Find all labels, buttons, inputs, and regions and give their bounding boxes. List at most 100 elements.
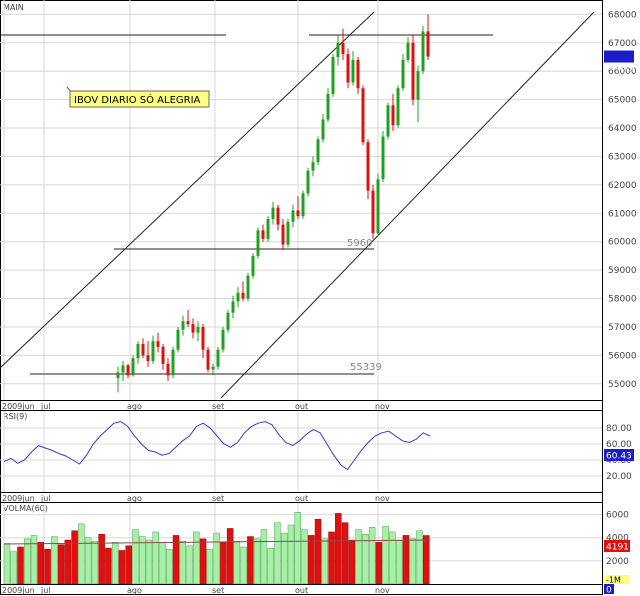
- candle-down: [281, 224, 285, 245]
- x-tick-label: 2009jun: [2, 494, 35, 503]
- volume-bar-up: [416, 530, 423, 585]
- rsi-grid: [0, 411, 602, 492]
- volume-bar-down: [98, 533, 105, 585]
- volume-bar-up: [193, 531, 200, 585]
- x-tick-label: out: [295, 494, 308, 503]
- candle-down: [201, 326, 205, 350]
- volume-tick-label: 2000: [606, 557, 629, 567]
- price-axis: 55000 56000 57000 58000 59000 60000 61000 62000…: [608, 10, 637, 389]
- price-tick-label: 62000: [608, 181, 637, 191]
- candle-up: [256, 230, 260, 256]
- volume-bar-down: [348, 539, 356, 585]
- candle-up: [286, 221, 290, 245]
- candle-up: [416, 71, 420, 100]
- price-tick-label: 58000: [608, 295, 637, 305]
- volume-bar-down: [341, 522, 349, 585]
- volume-bar-up: [382, 525, 389, 585]
- main-panel: MAIN 5960 55339 IBOV DIARIO SÓ ALEGRIA: [0, 0, 603, 401]
- volume-bar-up: [274, 522, 281, 585]
- x-tick-label: out: [295, 586, 308, 595]
- candle-down: [296, 210, 300, 217]
- candle-up: [386, 105, 390, 137]
- candle-up: [376, 179, 380, 234]
- candle-up: [246, 275, 250, 299]
- volume-bar-down: [328, 531, 335, 585]
- volume-bar-down: [44, 549, 51, 585]
- volume-bar-up: [287, 524, 295, 585]
- candle-up: [396, 88, 400, 126]
- candlesticks: [116, 14, 430, 393]
- candle-up: [271, 207, 275, 219]
- candle-up: [171, 349, 175, 376]
- volume-bar-up: [159, 542, 166, 585]
- volume-bar-down: [375, 542, 383, 585]
- level-label-lower: 55339: [350, 362, 382, 373]
- candle-up: [136, 344, 140, 359]
- volume-bar-up: [166, 549, 173, 585]
- price-tick-label: 63000: [608, 152, 637, 162]
- x-tick-label: nov: [375, 586, 390, 595]
- x-tick-label: set: [212, 402, 224, 411]
- volume-ma-value: -1M: [606, 576, 621, 585]
- candle-up: [331, 56, 335, 94]
- volume-bar-down: [199, 538, 207, 585]
- rsi-last-badge: 60.43: [604, 449, 634, 462]
- volume-bar-up: [213, 532, 220, 585]
- volume-bar-down: [226, 528, 234, 585]
- candle-up: [291, 210, 295, 222]
- candle-up: [181, 321, 185, 330]
- volume-bar-down: [314, 518, 322, 585]
- annotation-text: IBOV DIARIO SÓ ALEGRIA: [74, 93, 201, 106]
- volume-bar-down: [118, 550, 126, 585]
- volume-bar-down: [422, 535, 430, 585]
- price-tick-label: 57000: [608, 323, 637, 333]
- volume-bar-down: [57, 544, 65, 585]
- candle-up: [311, 162, 315, 171]
- x-axis-rsi: 2009jun jul ago set out nov: [2, 494, 390, 503]
- volume-bar-up: [355, 529, 362, 585]
- volume-bar-up: [280, 532, 288, 585]
- volume-zero-value: 0: [606, 586, 612, 596]
- main-panel-label: MAIN: [3, 3, 24, 12]
- price-tick-label: 67000: [608, 39, 637, 49]
- volume-bar-up: [206, 549, 214, 585]
- volume-bar-up: [30, 535, 38, 585]
- price-tick-label: 59000: [608, 266, 637, 276]
- rsi-tick-label: 60.00: [606, 440, 632, 450]
- candle-up: [316, 139, 320, 163]
- candle-down: [141, 344, 145, 356]
- candle-down: [371, 190, 375, 234]
- price-tick-label: 64000: [608, 124, 637, 134]
- x-tick-label: jul: [40, 586, 51, 595]
- rsi-panel-label: RSI(9): [3, 412, 27, 421]
- level-label-upper: 5960: [347, 238, 372, 249]
- volume-bar-up: [138, 536, 146, 585]
- volume-bar-down: [220, 542, 227, 585]
- candle-up: [306, 170, 310, 194]
- rsi-panel: RSI(9): [0, 410, 603, 493]
- volume-bar-up: [362, 533, 369, 585]
- candle-down: [346, 54, 350, 83]
- volume-bar-up: [267, 547, 274, 585]
- candle-up: [236, 292, 240, 302]
- x-axis-main: 2009jun jul ago set out nov: [2, 402, 390, 411]
- volume-zero-badge: 0: [604, 584, 614, 596]
- candle-up: [336, 42, 340, 57]
- x-tick-label: nov: [375, 402, 390, 411]
- volume-bar-up: [233, 540, 241, 585]
- annotation-note[interactable]: IBOV DIARIO SÓ ALEGRIA: [66, 86, 210, 108]
- price-tick-label: 66000: [608, 67, 637, 77]
- volume-bar-down: [64, 539, 72, 585]
- candle-up: [301, 193, 305, 217]
- candle-up: [176, 329, 180, 350]
- volume-ma-line: [3, 539, 431, 545]
- volume-bar-up: [253, 538, 261, 585]
- x-tick-label: jul: [40, 494, 51, 503]
- candle-down: [156, 341, 160, 347]
- volume-bar-up: [368, 527, 376, 585]
- volume-bar-up: [3, 543, 11, 585]
- candle-up: [151, 341, 155, 362]
- volume-bar-down: [105, 547, 112, 585]
- volume-panel: VOLMA(60): [0, 502, 603, 585]
- volume-last-badge: 4191: [604, 540, 630, 553]
